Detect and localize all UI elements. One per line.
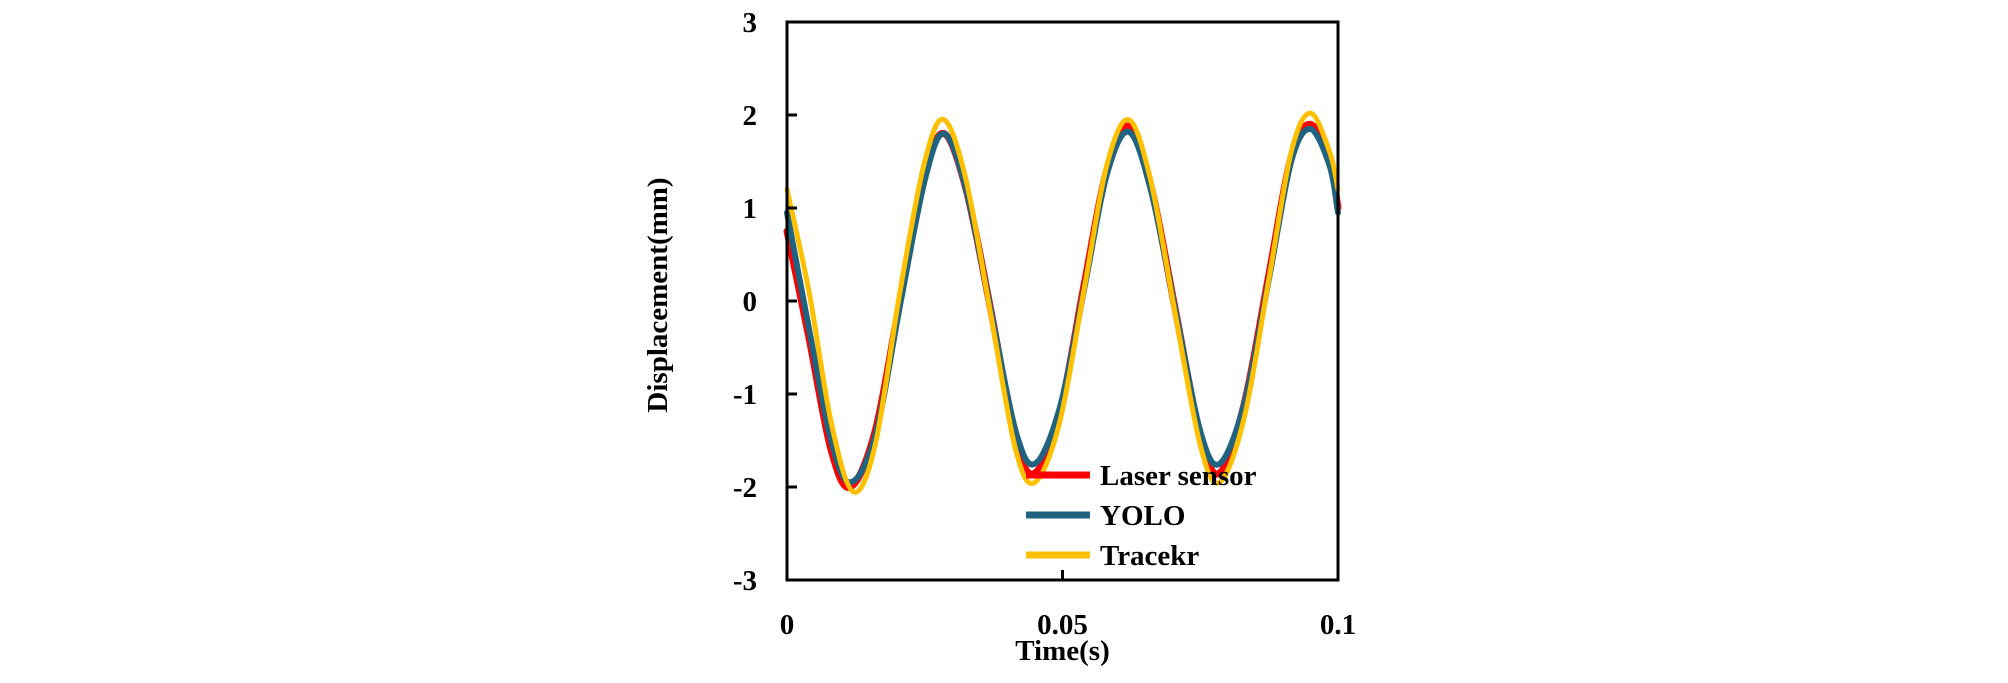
y-tick-label: -2 xyxy=(733,472,757,504)
y-tick-label: 0 xyxy=(743,286,758,318)
y-tick-label: -3 xyxy=(733,565,757,597)
x-axis-title: Time(s) xyxy=(1015,635,1110,667)
series-line-yolo xyxy=(784,125,1341,486)
legend-label-laser-sensor: Laser sensor xyxy=(1100,460,1257,492)
series-line-laser-sensor xyxy=(783,120,1342,491)
ticks-layer: 3 2 1 0 -1 -2 -3 0 0.05 0.1 xyxy=(733,7,1356,641)
legend-label-yolo: YOLO xyxy=(1100,500,1185,532)
y-tick-label: 1 xyxy=(743,193,758,225)
x-tick-label: 0 xyxy=(780,609,795,641)
plot-area-frame xyxy=(785,20,1340,582)
legend-label-tracekr: Tracekr xyxy=(1100,540,1199,572)
y-tick-label: 2 xyxy=(743,100,758,132)
y-axis-title: Displacement(mm) xyxy=(642,177,674,412)
x-tick-label: 0.05 xyxy=(1037,609,1088,641)
y-tick-label: -1 xyxy=(733,379,757,411)
series-line-tracekr xyxy=(784,110,1341,495)
x-tick-label: 0.1 xyxy=(1320,609,1356,641)
y-tick-label: 3 xyxy=(743,7,758,39)
legend: Laser sensor YOLO Tracekr xyxy=(1026,460,1257,572)
series-layer xyxy=(783,110,1342,495)
